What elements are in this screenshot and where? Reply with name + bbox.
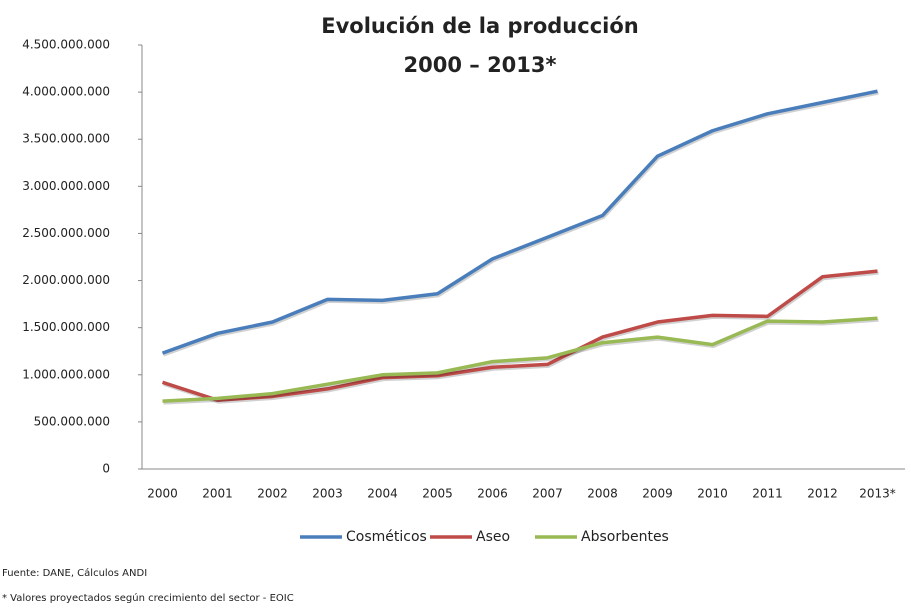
- y-tick-label: 2.000.000.000: [22, 273, 110, 287]
- legend-label: Aseo: [476, 529, 510, 545]
- x-tick-label: 2011: [752, 487, 783, 501]
- x-tick-label: 2002: [257, 487, 288, 501]
- y-tick-label: 3.000.000.000: [22, 179, 110, 193]
- x-tick-label: 2013*: [859, 487, 896, 501]
- x-tick-label: 2010: [697, 487, 728, 501]
- footnote: * Valores proyectados según crecimiento …: [2, 592, 294, 604]
- x-tick-label: 2007: [532, 487, 563, 501]
- x-tick-label: 2000: [147, 487, 178, 501]
- source-note: Fuente: DANE, Cálculos ANDI: [2, 567, 147, 579]
- y-tick-label: 2.500.000.000: [22, 226, 110, 240]
- y-tick-label: 3.500.000.000: [22, 132, 110, 146]
- series-line-shadow: [163, 318, 879, 405]
- y-tick-label: 500.000.000: [34, 414, 110, 428]
- y-tick-label: 4.500.000.000: [22, 38, 110, 52]
- y-tick-label: 0: [102, 462, 110, 476]
- series-line: [161, 89, 878, 355]
- chart-subtitle: 2000 – 2013*: [404, 53, 557, 77]
- x-tick-label: 2003: [312, 487, 343, 501]
- series-line: [162, 316, 878, 403]
- series-line-shadow: [162, 91, 879, 357]
- series-line: [161, 269, 878, 402]
- x-tick-label: 2004: [367, 487, 398, 501]
- y-tick-label: 1.000.000.000: [22, 367, 110, 381]
- x-tick-label: 2009: [642, 487, 673, 501]
- x-tick-label: 2012: [807, 487, 838, 501]
- x-tick-label: 2008: [587, 487, 618, 501]
- legend-label: Absorbentes: [581, 529, 669, 545]
- y-tick-label: 1.500.000.000: [22, 320, 110, 334]
- legend-label: Cosméticos: [346, 529, 427, 545]
- series-line-shadow: [163, 271, 879, 404]
- x-tick-label: 2006: [477, 487, 508, 501]
- x-tick-label: 2005: [422, 487, 453, 501]
- x-tick-label: 2001: [202, 487, 233, 501]
- chart-title: Evolución de la producción: [321, 14, 638, 38]
- y-tick-label: 4.000.000.000: [22, 85, 110, 99]
